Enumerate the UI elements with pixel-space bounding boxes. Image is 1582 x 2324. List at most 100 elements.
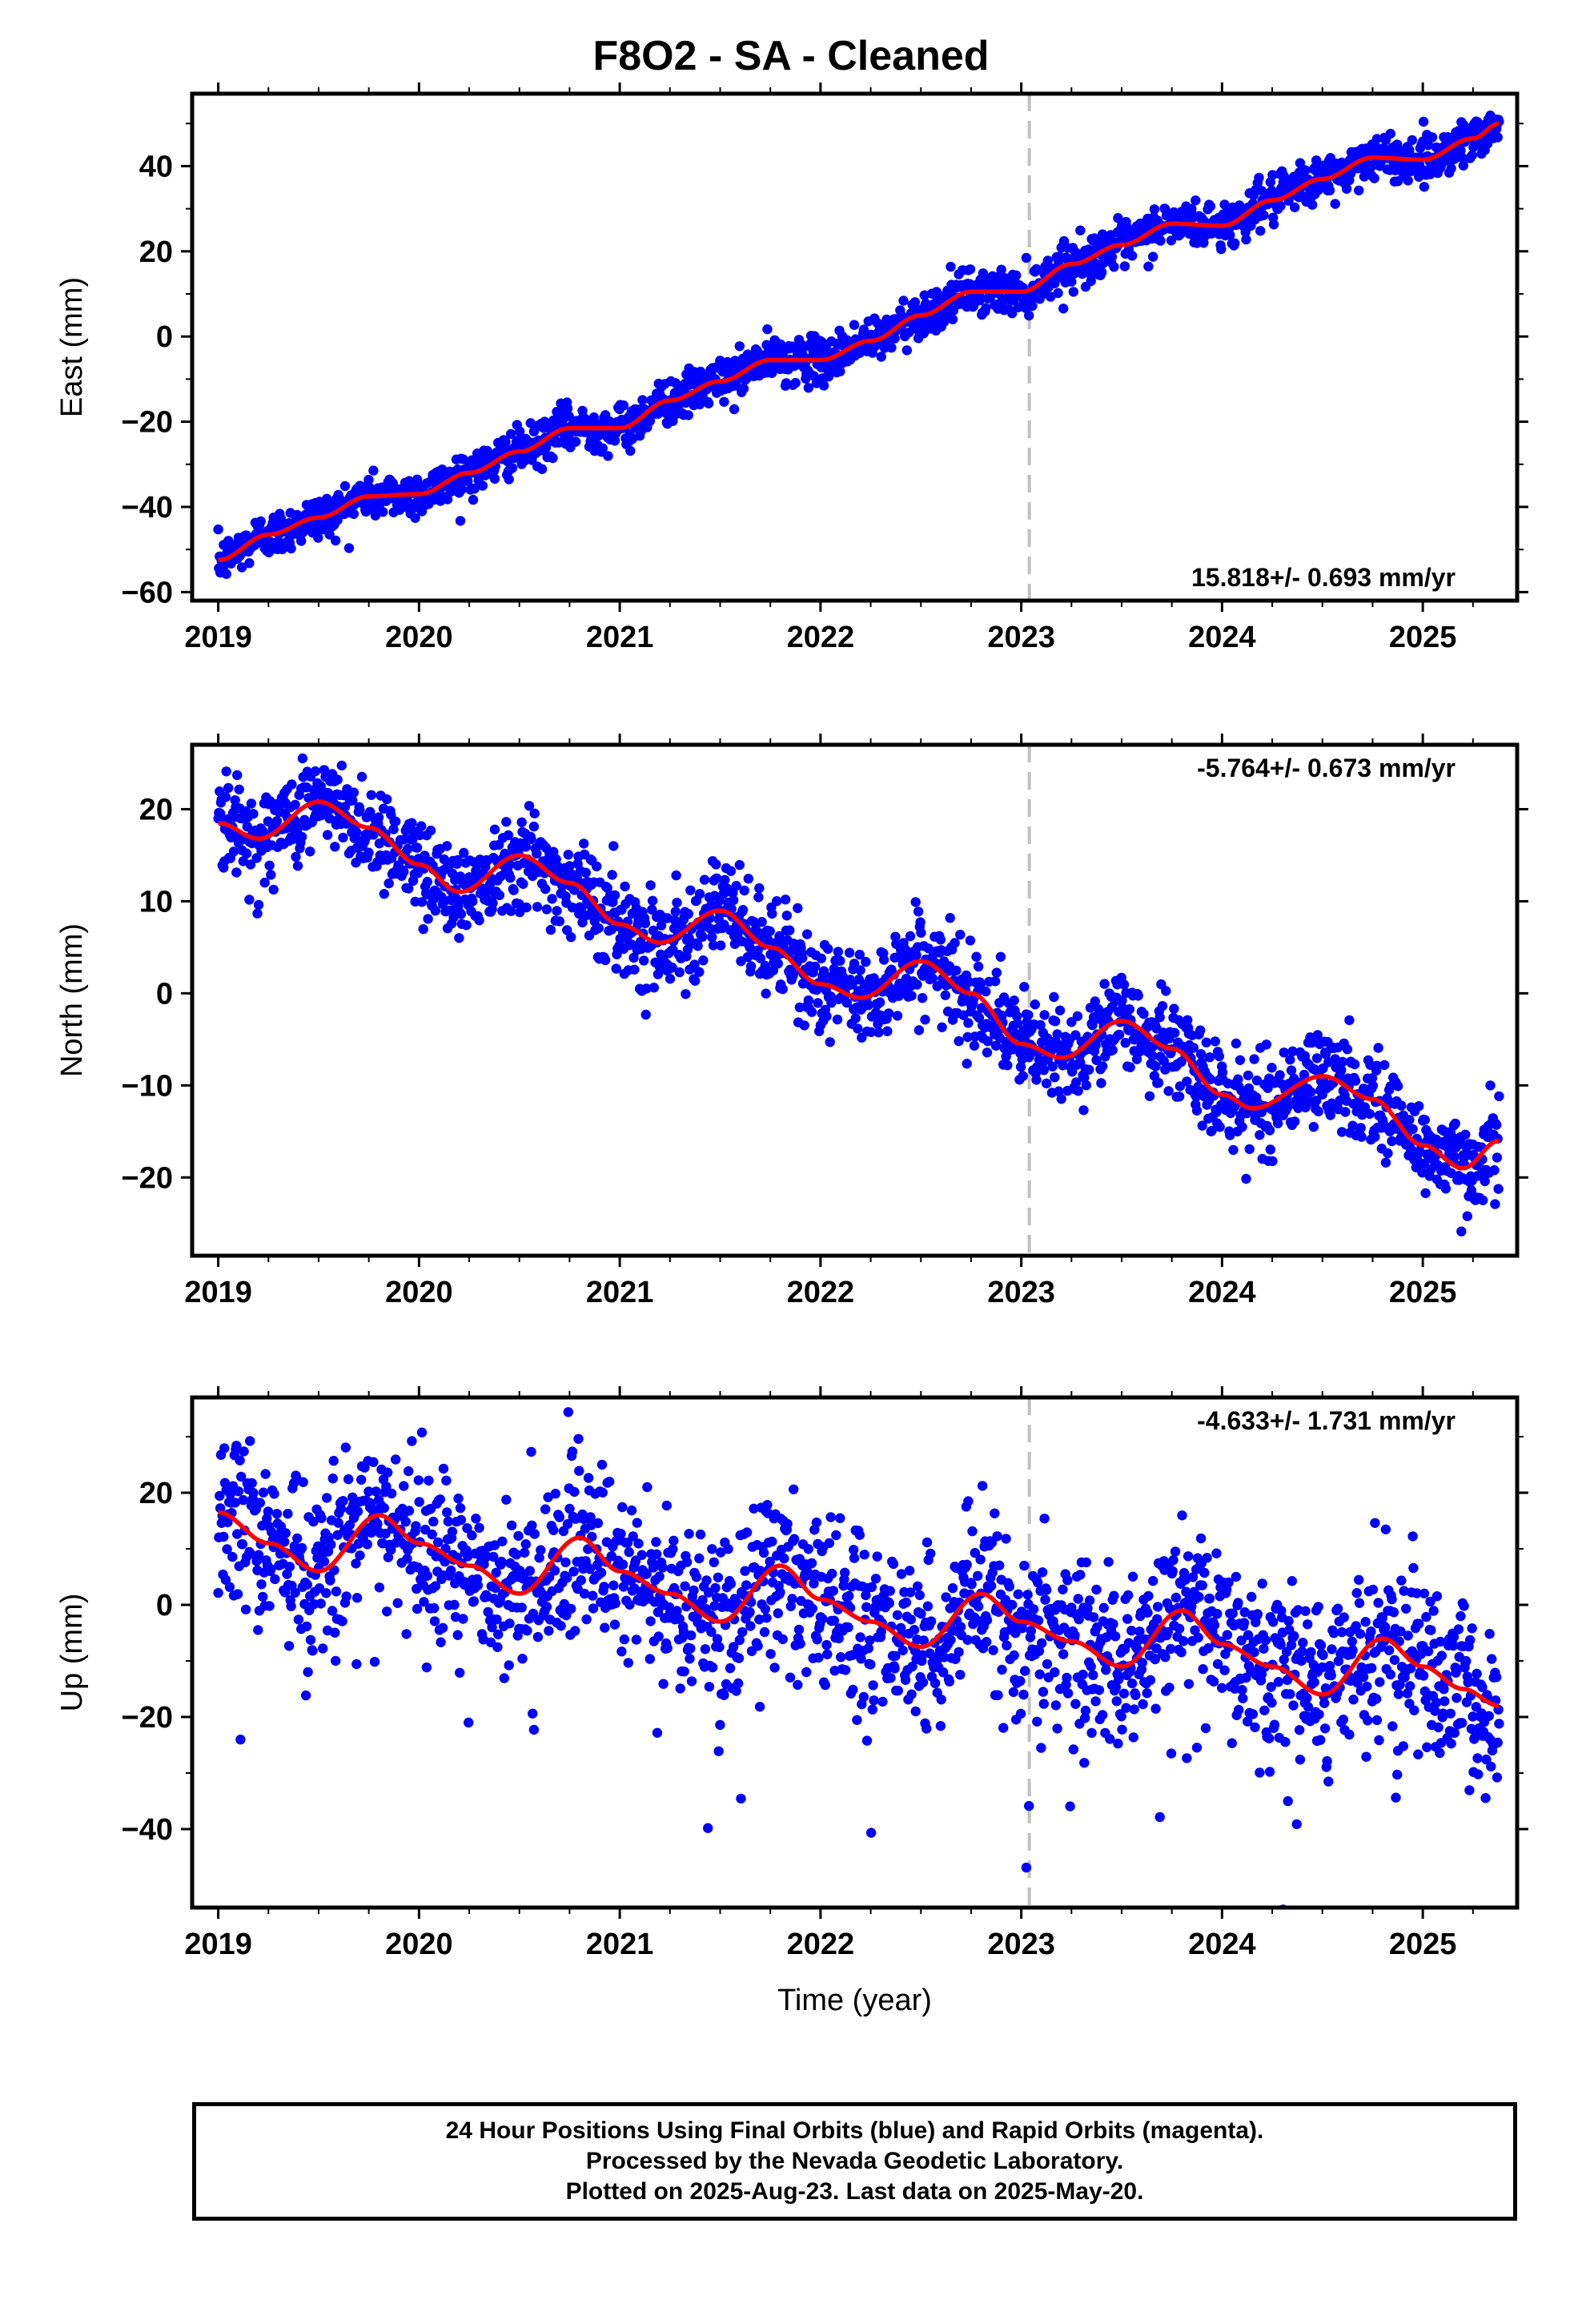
data-point bbox=[1387, 1136, 1397, 1147]
data-point bbox=[1364, 1108, 1375, 1120]
data-point bbox=[905, 931, 916, 942]
data-point bbox=[637, 395, 648, 405]
data-point bbox=[519, 1547, 530, 1558]
data-point bbox=[1023, 1010, 1034, 1020]
data-point bbox=[233, 1486, 244, 1497]
data-point bbox=[1050, 1072, 1060, 1083]
data-point bbox=[1450, 1118, 1460, 1129]
data-point bbox=[1367, 1080, 1379, 1092]
data-point bbox=[433, 1537, 444, 1548]
data-point bbox=[827, 1568, 837, 1579]
y-axis-label: North (mm) bbox=[55, 923, 89, 1077]
data-point bbox=[363, 474, 374, 485]
data-point bbox=[624, 1546, 634, 1558]
data-point bbox=[658, 1679, 669, 1689]
data-point bbox=[866, 1582, 877, 1593]
data-point bbox=[521, 902, 532, 913]
data-point bbox=[1182, 1015, 1193, 1026]
data-point bbox=[950, 938, 960, 948]
x-tick-label: 2020 bbox=[385, 621, 453, 654]
data-point bbox=[341, 1591, 351, 1602]
data-point bbox=[656, 920, 667, 931]
data-point bbox=[386, 1488, 397, 1499]
data-point bbox=[645, 1616, 656, 1626]
data-point bbox=[765, 926, 775, 937]
data-point bbox=[616, 1529, 626, 1539]
data-point bbox=[703, 1823, 713, 1833]
data-point bbox=[302, 1579, 312, 1590]
data-point bbox=[1066, 276, 1077, 287]
data-point bbox=[318, 1643, 328, 1654]
data-point bbox=[326, 1539, 336, 1550]
data-point bbox=[300, 1690, 311, 1701]
y-tick-label: 40 bbox=[139, 150, 173, 183]
data-point bbox=[776, 340, 786, 350]
data-point bbox=[1311, 1096, 1322, 1106]
data-point bbox=[1150, 1061, 1161, 1072]
data-point bbox=[588, 1590, 598, 1601]
data-point bbox=[1097, 1061, 1108, 1072]
data-point bbox=[710, 1582, 721, 1594]
y-tick-label: −60 bbox=[122, 576, 173, 609]
data-point bbox=[363, 847, 374, 858]
data-point bbox=[636, 1550, 647, 1560]
data-point bbox=[408, 834, 418, 845]
data-point bbox=[697, 931, 708, 942]
data-point bbox=[430, 906, 441, 916]
x-tick-label: 2021 bbox=[586, 621, 654, 654]
y-tick-label: −40 bbox=[122, 491, 173, 525]
data-point bbox=[761, 988, 771, 999]
data-point bbox=[562, 1573, 572, 1583]
data-point bbox=[1307, 199, 1318, 210]
data-point bbox=[1407, 135, 1418, 146]
data-point bbox=[1456, 1226, 1467, 1236]
data-point bbox=[296, 831, 307, 842]
data-point bbox=[1011, 1011, 1022, 1022]
data-point bbox=[489, 1540, 500, 1550]
data-point bbox=[803, 1544, 813, 1554]
data-point bbox=[236, 562, 247, 573]
data-point bbox=[1299, 1069, 1310, 1080]
data-point bbox=[657, 1562, 668, 1573]
data-point bbox=[789, 1534, 800, 1544]
data-point bbox=[240, 1604, 251, 1615]
data-point bbox=[620, 881, 630, 892]
data-point bbox=[1295, 158, 1306, 168]
data-point bbox=[769, 1663, 780, 1673]
data-point bbox=[1124, 1004, 1135, 1015]
data-point bbox=[1440, 1184, 1452, 1194]
data-point bbox=[737, 1626, 748, 1638]
data-point bbox=[1308, 1121, 1319, 1132]
data-point bbox=[1166, 235, 1177, 246]
data-point bbox=[641, 983, 652, 994]
data-point bbox=[757, 917, 767, 927]
data-point bbox=[438, 1463, 449, 1474]
data-point bbox=[836, 1652, 846, 1663]
data-point bbox=[292, 1533, 303, 1544]
data-point bbox=[639, 955, 649, 966]
data-point bbox=[844, 1590, 854, 1602]
y-tick-label: 20 bbox=[139, 793, 173, 826]
data-point bbox=[1068, 287, 1079, 297]
data-point bbox=[913, 1025, 925, 1035]
data-point bbox=[670, 907, 681, 917]
data-point bbox=[1427, 132, 1438, 143]
data-point bbox=[221, 569, 231, 579]
data-point bbox=[504, 1618, 515, 1629]
data-point bbox=[758, 1547, 769, 1558]
data-point bbox=[569, 1486, 580, 1498]
data-point bbox=[404, 883, 414, 894]
data-point bbox=[674, 1614, 685, 1624]
data-point bbox=[1007, 308, 1018, 319]
data-point bbox=[690, 975, 701, 986]
data-point bbox=[780, 895, 791, 905]
x-tick-label: 2021 bbox=[586, 1276, 654, 1309]
data-point bbox=[761, 1613, 772, 1623]
data-point bbox=[540, 883, 551, 895]
data-point bbox=[1491, 1120, 1502, 1130]
data-point bbox=[803, 383, 813, 393]
data-point bbox=[452, 1630, 463, 1640]
data-point bbox=[1244, 1144, 1255, 1155]
data-point bbox=[820, 1679, 831, 1691]
data-point bbox=[1371, 134, 1383, 144]
